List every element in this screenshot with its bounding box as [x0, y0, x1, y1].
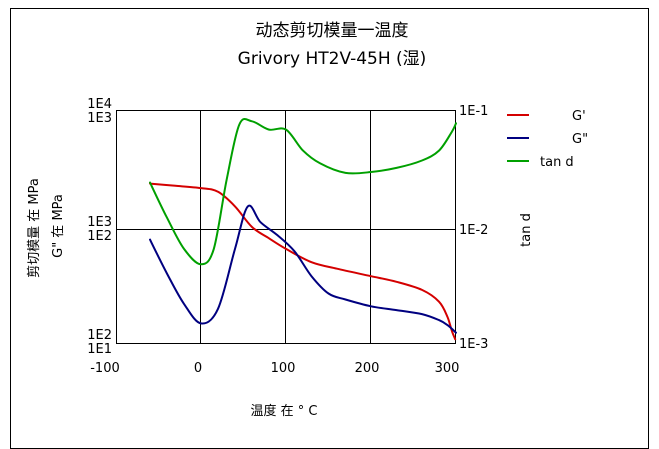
legend-label: tan d [540, 155, 574, 170]
series-line-0 [149, 182, 457, 341]
series-line-2 [149, 117, 457, 266]
chart-subtitle: Grivory HT2V-45H (湿) [238, 49, 427, 69]
y-axis-label-right: tan d [519, 213, 534, 247]
x-tick-label: -100 [90, 361, 120, 376]
left-tick-label: 1E2 [87, 229, 112, 244]
y-axis-label-left-1: 剪切模量 在 MPa [26, 178, 42, 278]
x-tick-label: 0 [194, 361, 202, 376]
left-tick-label: 1E3 [87, 111, 112, 126]
right-tick-label: 1E-1 [459, 104, 488, 119]
series-line-1 [149, 204, 457, 334]
left-tick-label: 1E1 [87, 342, 112, 357]
left-tick-label: 1E4 [87, 97, 112, 112]
x-tick-label: 300 [435, 361, 460, 376]
right-tick-label: 1E-2 [459, 223, 488, 238]
series-layer [149, 117, 457, 341]
right-tick-label: 1E-3 [459, 337, 488, 352]
legend-label: G' [572, 109, 586, 124]
left-tick-label: 1E3 [87, 215, 112, 230]
x-axis-label: 温度 在 ° C [251, 403, 318, 419]
x-tick-label: 100 [271, 361, 296, 376]
x-tick-label: 200 [355, 361, 380, 376]
legend: G' G" tan d [507, 109, 588, 170]
y-axis-label-left-2: G" 在 MPa [51, 194, 66, 258]
left-tick-label: 1E2 [87, 328, 112, 343]
chart-title: 动态剪切模量一温度 [256, 21, 409, 41]
legend-label: G" [572, 132, 588, 147]
